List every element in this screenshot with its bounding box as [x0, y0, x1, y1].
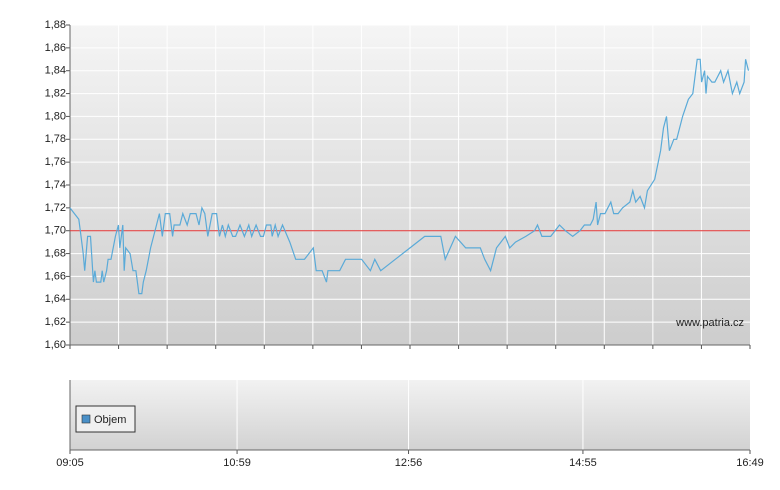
- y-tick-label: 1,72: [45, 202, 66, 214]
- y-tick-label: 1,60: [45, 339, 66, 351]
- y-tick-label: 1,64: [45, 293, 66, 305]
- y-tick-label: 1,86: [45, 42, 66, 54]
- y-tick-label: 1,76: [45, 156, 66, 168]
- y-tick-label: 1,82: [45, 87, 66, 99]
- watermark: www.patria.cz: [675, 317, 744, 329]
- y-tick-label: 1,74: [45, 179, 66, 191]
- x-tick-label: 12:56: [395, 457, 423, 469]
- x-tick-label: 16:49: [736, 457, 764, 469]
- legend-swatch: [81, 414, 91, 424]
- price-line: [69, 58, 750, 295]
- legend-label: Objem: [94, 414, 126, 426]
- y-tick-label: 1,68: [45, 247, 66, 259]
- y-tick-label: 1,66: [45, 270, 66, 282]
- y-tick-label: 1,62: [45, 316, 66, 328]
- x-tick-label: 09:05: [56, 457, 84, 469]
- x-tick-label: 14:55: [569, 457, 597, 469]
- y-tick-label: 1,88: [45, 19, 66, 31]
- x-tick-label: 10:59: [223, 457, 251, 469]
- y-tick-label: 1,78: [45, 133, 66, 145]
- y-tick-label: 1,70: [45, 225, 66, 237]
- volume-area: [70, 380, 750, 450]
- y-tick-label: 1,80: [45, 110, 66, 122]
- y-tick-label: 1,84: [45, 65, 66, 77]
